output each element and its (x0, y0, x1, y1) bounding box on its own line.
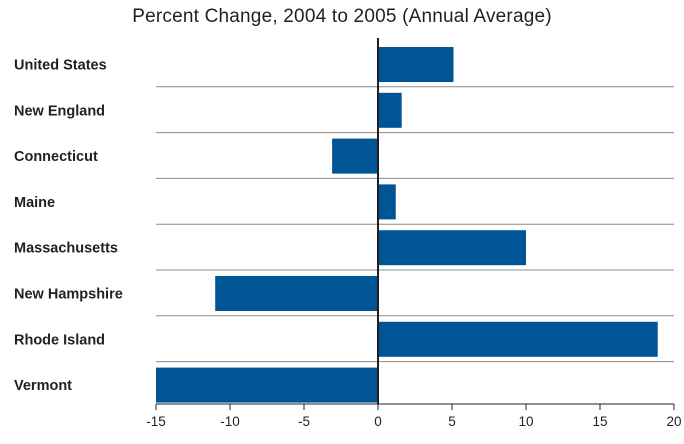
category-label: Vermont (14, 378, 72, 394)
bar-maine (378, 184, 396, 220)
category-label: Rhode Island (14, 332, 105, 348)
x-tick-label: -15 (146, 414, 166, 429)
bar-vermont (156, 367, 378, 403)
bar-connecticut (332, 138, 378, 174)
bar-massachusetts (378, 230, 526, 266)
x-tick-label: 20 (666, 414, 681, 429)
bar-new-england (378, 92, 402, 128)
x-tick-label: 10 (518, 414, 533, 429)
category-label: New Hampshire (14, 287, 123, 303)
category-label: New England (14, 103, 105, 119)
x-tick-label: -5 (298, 414, 310, 429)
category-labels: United States New England Connecticut Maine… (14, 58, 123, 395)
category-label: Massachusetts (14, 241, 118, 257)
x-tick-label: -10 (220, 414, 240, 429)
category-label: Connecticut (14, 149, 98, 165)
bars (156, 47, 658, 403)
chart-title: Percent Change, 2004 to 2005 (Annual Ave… (132, 6, 552, 27)
category-label: United States (14, 58, 107, 74)
x-tick-label: 0 (374, 414, 382, 429)
bar-new-hampshire (215, 276, 378, 311)
x-axis: -15 -10 -5 0 5 10 15 20 (146, 38, 682, 429)
bar-united-states (378, 47, 454, 82)
category-label: Maine (14, 195, 55, 211)
x-tick-label: 15 (592, 414, 607, 429)
bar-rhode-island (378, 321, 658, 357)
x-tick-label: 5 (448, 414, 456, 429)
row-separators (156, 86, 674, 363)
